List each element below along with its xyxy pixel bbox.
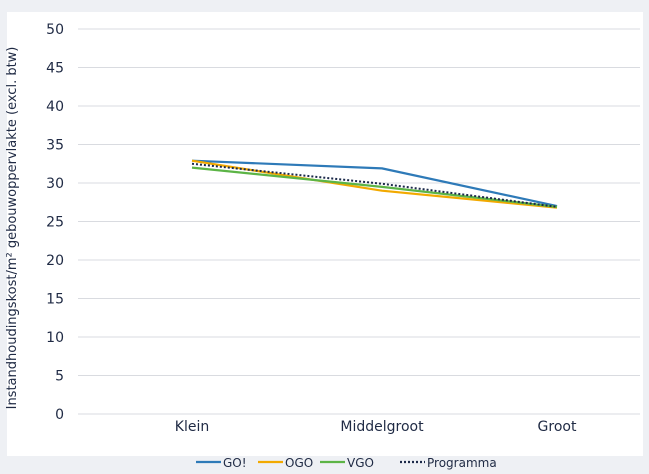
y-tick-labels: 0 5 10 15 20 25 30 35 40 45 50: [46, 22, 64, 423]
y-tick-label: 30: [46, 176, 64, 192]
legend-label: Programma: [427, 456, 497, 470]
y-tick-label: 15: [46, 292, 64, 308]
y-tick-label: 45: [46, 61, 64, 77]
y-tick-label: 40: [46, 99, 64, 115]
legend-label: VGO: [347, 456, 374, 470]
y-tick-label: 50: [46, 22, 64, 38]
y-tick-label: 20: [46, 253, 64, 269]
x-tick-label: Middelgroot: [340, 419, 424, 435]
plot-background: [7, 12, 643, 456]
series-line-programma: [191, 162, 558, 208]
y-tick-label: 5: [55, 369, 64, 385]
x-tick-label: Groot: [538, 419, 577, 435]
legend-label: GO!: [223, 456, 247, 470]
series-line-vgo: [191, 166, 558, 208]
y-tick-label: 25: [46, 215, 64, 231]
y-tick-label: 35: [46, 138, 64, 154]
y-tick-label: 0: [55, 407, 64, 423]
legend-label: OGO: [285, 456, 313, 470]
series-line-go: [191, 159, 558, 208]
x-tick-label: Klein: [175, 419, 209, 435]
gridlines: [78, 28, 640, 415]
x-tick-labels: Klein Middelgroot Groot: [175, 419, 577, 435]
y-axis-label: Instandhoudingskost/m² gebouwoppervlakte…: [5, 47, 20, 410]
legend: GO! OGO VGO Programma: [196, 456, 497, 470]
y-tick-label: 10: [46, 330, 64, 346]
series-line-ogo: [191, 159, 558, 209]
series-lines: [191, 159, 558, 209]
